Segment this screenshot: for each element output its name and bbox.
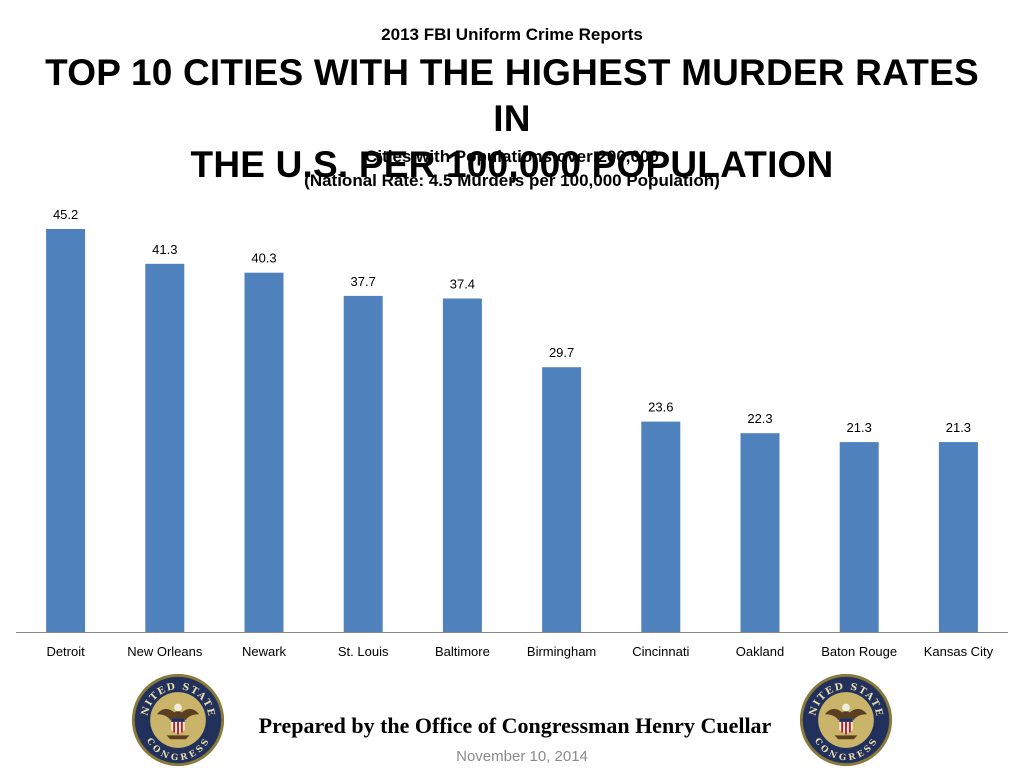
x-tick-label: Birmingham — [527, 644, 596, 659]
bar-detroit — [46, 229, 86, 632]
x-tick-label: Kansas City — [924, 644, 994, 659]
data-label: 22.3 — [747, 411, 772, 426]
bar-newark — [244, 272, 284, 632]
x-tick-label: Baltimore — [435, 644, 490, 659]
chart-title-line-2: THE U.S. PER 100,000 POPULATION — [190, 144, 834, 185]
data-label: 21.3 — [847, 420, 872, 435]
chart-title: TOP 10 CITIES WITH THE HIGHEST MURDER RA… — [40, 50, 984, 188]
x-tick-label: Baton Rouge — [821, 644, 897, 659]
data-label: 21.3 — [946, 420, 971, 435]
x-tick-label: St. Louis — [338, 644, 389, 659]
data-label: 45.2 — [53, 207, 78, 222]
chart-subtitle: Cities with Populations over 200,000 (Na… — [0, 145, 1024, 193]
bar-st-louis — [343, 295, 383, 632]
data-label: 29.7 — [549, 345, 574, 360]
eagle-icon — [156, 703, 200, 740]
eagle-icon — [824, 703, 868, 740]
congress-seal-left: UNITED STATES CONGRESS — [130, 672, 225, 767]
data-label: 41.3 — [152, 242, 177, 257]
bar-new-orleans — [145, 263, 185, 632]
x-tick-label: Detroit — [46, 644, 85, 659]
report-source-title: 2013 FBI Uniform Crime Reports — [381, 25, 643, 44]
footer-date: November 10, 2014 — [456, 748, 588, 765]
chart-subtitle-line-2: (National Rate: 4.5 Murders per 100,000 … — [304, 171, 720, 190]
data-label: 37.7 — [351, 274, 376, 289]
x-tick-label: Newark — [242, 644, 287, 659]
data-label: 40.3 — [251, 251, 276, 266]
x-tick-label: New Orleans — [127, 644, 203, 659]
prepared-by-text: Prepared by the Office of Congressman He… — [258, 713, 772, 738]
x-tick-label: Oakland — [736, 644, 784, 659]
bar-birmingham — [542, 367, 582, 632]
bar-kansas-city — [938, 442, 978, 632]
bar-baton-rouge — [839, 442, 879, 632]
bar-oakland — [740, 433, 780, 632]
congress-seal-right: UNITED STATES CONGRESS — [798, 672, 893, 767]
bar-chart: 45.2 Detroit 41.3 New Orleans 40.3 Newark 37.7… — [16, 207, 1008, 659]
chart-subtitle-line-1: Cities with Populations over 200,000 — [365, 147, 659, 166]
chart-title-line-1: TOP 10 CITIES WITH THE HIGHEST MURDER RA… — [45, 52, 979, 139]
bar-baltimore — [442, 298, 482, 632]
data-label: 37.4 — [450, 277, 475, 292]
x-tick-label: Cincinnati — [632, 644, 689, 659]
bar-cincinnati — [641, 421, 681, 632]
data-label: 23.6 — [648, 400, 673, 415]
